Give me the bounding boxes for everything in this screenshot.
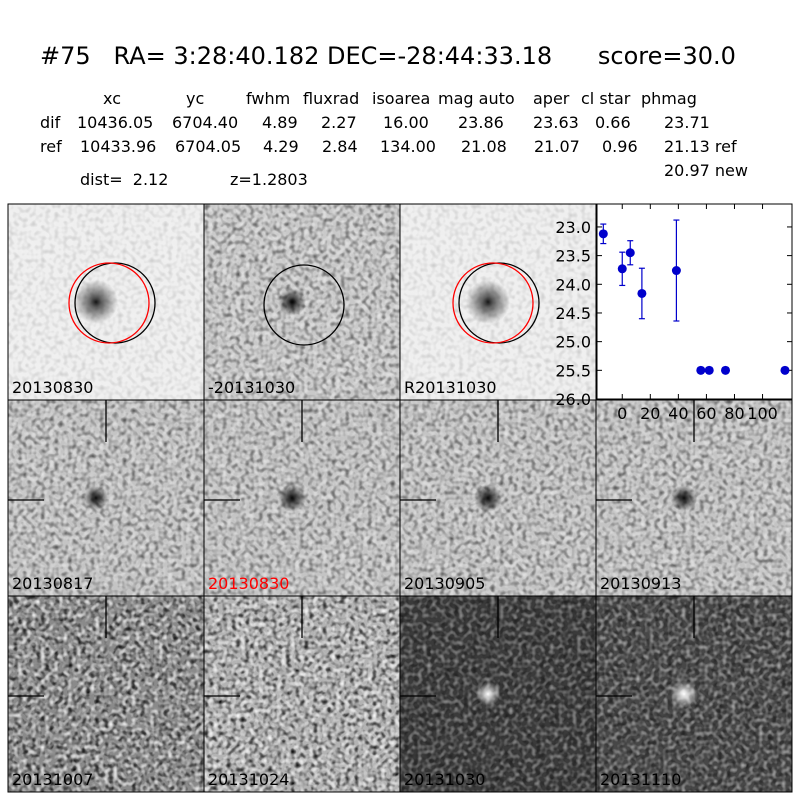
table-cell: 23.63 <box>533 113 579 132</box>
source <box>670 680 698 708</box>
stamp: -20131030 <box>203 203 401 401</box>
table-cell: 21.13 ref <box>664 137 737 156</box>
y-tick-label: 26.0 <box>555 390 591 409</box>
stamp-label: 20131110 <box>600 770 681 789</box>
y-tick-label: 25.0 <box>555 333 591 352</box>
table-cell: 10433.96 <box>80 137 156 156</box>
column-header: fluxrad <box>303 89 359 108</box>
data-point <box>671 266 681 276</box>
x-tick-label: 100 <box>747 404 778 423</box>
stamp: 20130905 <box>399 399 597 597</box>
row-label: ref <box>40 137 62 156</box>
table-cell: 23.71 <box>664 113 710 132</box>
stamp-label: 20130830 <box>12 378 93 397</box>
stamp-label: R20131030 <box>404 378 497 397</box>
stamp: 20131024 <box>203 595 401 793</box>
stamp-label: 20130817 <box>12 574 93 593</box>
data-point <box>617 264 627 274</box>
source <box>74 280 118 324</box>
source <box>476 682 500 706</box>
table-cell: 6704.05 <box>175 137 241 156</box>
plot-area <box>596 203 793 400</box>
table-cell: 4.29 <box>263 137 299 156</box>
table-cell: 0.96 <box>602 137 638 156</box>
aperture <box>452 262 534 344</box>
table-cell: 0.66 <box>595 113 631 132</box>
x-tick-label: 0 <box>617 404 627 423</box>
y-tick-label: 24.5 <box>555 304 591 323</box>
stamp-label: -20131030 <box>208 378 295 397</box>
stamp: 20130913 <box>595 399 793 597</box>
y-tick-label: 25.5 <box>555 361 591 380</box>
table-cell: 2.27 <box>321 113 357 132</box>
stamp: 20130817 <box>7 399 205 597</box>
data-point <box>625 248 635 258</box>
column-header: mag auto <box>438 89 515 108</box>
x-tick-label: 80 <box>724 404 744 423</box>
source <box>278 484 306 512</box>
data-point <box>696 365 706 375</box>
column-header: cl star <box>581 89 631 108</box>
column-header: yc <box>186 89 204 108</box>
stamp-label: 20131007 <box>12 770 93 789</box>
table-cell: 23.86 <box>458 113 504 132</box>
table-cell: 2.84 <box>322 137 358 156</box>
data-point <box>598 229 608 239</box>
dist: dist= 2.12 <box>80 170 168 189</box>
data-point <box>721 365 731 375</box>
stamp: 20130830 <box>203 399 401 597</box>
stamp-label: 20130830 <box>208 574 289 593</box>
table-cell: 21.08 <box>461 137 507 156</box>
table-cell: 4.89 <box>262 113 298 132</box>
table-cell: 21.07 <box>534 137 580 156</box>
title: #75 RA= 3:28:40.182 DEC=-28:44:33.18 sco… <box>40 42 736 70</box>
table-cell: 6704.40 <box>172 113 238 132</box>
stamp-label: 20130913 <box>600 574 681 593</box>
table-cell: 16.00 <box>383 113 429 132</box>
column-header: aper <box>533 89 570 108</box>
data-point <box>637 288 647 298</box>
column-header: phmag <box>641 89 697 108</box>
column-header: fwhm <box>246 89 290 108</box>
light-curve: 0 20 40 60 80 100 23.0 23.5 24.0 24.5 25.0 25.5 26.0 <box>555 203 793 423</box>
source <box>474 484 502 512</box>
redshift: z=1.2803 <box>230 170 308 189</box>
table-cell: 10436.05 <box>77 113 153 132</box>
x-tick-label: 20 <box>640 404 660 423</box>
stamp-label: 20131030 <box>404 770 485 789</box>
table-cell: 134.00 <box>380 137 436 156</box>
y-tick-label: 23.5 <box>555 247 591 266</box>
source <box>671 485 697 511</box>
row-label: dif <box>40 113 61 132</box>
x-tick-label: 40 <box>668 404 688 423</box>
stamp: 20131110 <box>595 595 793 793</box>
y-tick-label: 24.0 <box>555 275 591 294</box>
data-point <box>704 365 714 375</box>
data-point <box>780 365 790 375</box>
aperture <box>263 264 345 346</box>
stamp-label: 20130905 <box>404 574 485 593</box>
stamp: R20131030 <box>399 203 597 401</box>
stamp-label: 20131024 <box>208 770 289 789</box>
stamp-grid: 20130830 -20131030 R20131030 20130817 201308… <box>7 203 793 793</box>
phmag-new: 20.97 new <box>664 161 748 180</box>
stamp: 20131007 <box>7 595 205 793</box>
stamp: 20130830 <box>7 203 205 401</box>
source <box>84 486 108 510</box>
stamp: 20131030 <box>399 595 597 793</box>
column-header: isoarea <box>372 89 430 108</box>
stamp-frame <box>595 595 793 793</box>
source <box>278 288 306 316</box>
aperture <box>68 262 150 344</box>
column-header: xc <box>103 89 121 108</box>
source <box>466 280 510 324</box>
x-tick-label: 60 <box>696 404 716 423</box>
y-tick-label: 23.0 <box>555 218 591 237</box>
